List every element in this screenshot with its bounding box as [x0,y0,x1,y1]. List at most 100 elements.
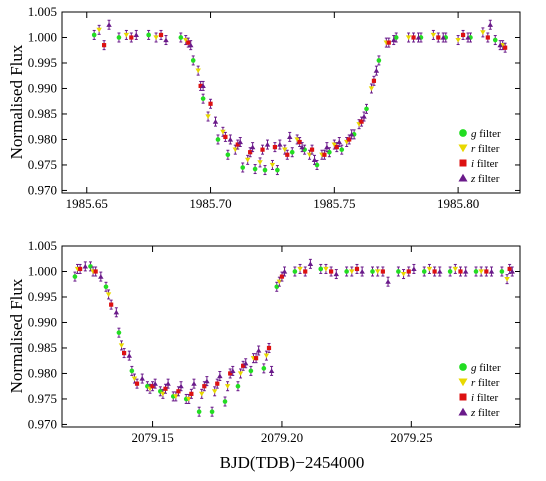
top-point-r [331,142,338,148]
top-ytick-label: 0.985 [28,106,57,121]
top-point-r [183,37,189,43]
top-point-g [190,58,196,63]
bottom-point-z [217,373,223,379]
top-point-z [106,22,112,27]
top-point-i [460,32,466,38]
top-point-r [430,32,437,38]
top-point-g [146,32,151,38]
bottom-legend-marker-z [458,407,468,416]
bottom-legend-filter-letter: z [470,407,476,419]
bottom-point-i [329,269,334,274]
top-point-z [391,37,397,43]
bottom-point-g [344,269,349,274]
top-xtick-label: 1985.65 [66,196,108,211]
bottom-legend-label-g: g filter [471,362,501,374]
top-point-i [386,40,391,45]
bottom-point-z [165,381,171,386]
top-point-i [223,134,228,140]
bottom-point-i [189,391,194,396]
top-ytick-label: 1.000 [28,29,57,44]
bottom-point-g [447,269,453,274]
bottom-point-z [437,268,443,274]
bottom-data-marks [72,258,515,417]
bottom-ytick-label: 0.975 [28,391,57,406]
top-point-r [269,162,276,168]
top-point-r [480,30,486,35]
bottom-point-i [380,269,385,274]
top-point-g [314,162,320,168]
top-point-r [499,43,506,48]
bottom-point-z [191,381,197,386]
bottom-point-i [202,384,207,389]
bottom-point-g [196,409,202,415]
bottom-point-i [458,269,463,274]
bottom-legend-marker-g [459,363,467,371]
bottom-legend-label-z: z filter [470,407,500,419]
bottom-point-g [473,269,479,274]
bottom-ytick-label: 1.000 [28,263,57,278]
top-xtick-label: 1985.70 [189,196,231,211]
top-legend-filter-word: filter [475,173,499,185]
bottom-point-g [88,264,93,269]
top-ytick-label: 1.005 [28,4,57,19]
top-point-z [237,139,243,145]
bottom-ytick-label: 0.990 [28,314,57,329]
bottom-point-i [354,266,360,272]
top-point-i [411,35,416,40]
top-point-r [244,157,251,163]
top-xtick-label: 1985.80 [437,196,479,211]
bottom-legend-marker-r [458,378,468,387]
bottom-plot-frame [61,245,521,428]
bottom-ytick-label: 0.995 [28,289,57,304]
top-point-g [200,96,206,101]
top-point-i [260,147,265,152]
bottom-point-r [263,353,270,359]
top-point-z [311,157,318,162]
bottom-point-r [323,266,329,272]
top-point-r [153,35,159,41]
bottom-point-g [72,274,78,279]
top-point-z [336,139,343,145]
top-point-r [220,129,226,135]
top-point-i [158,32,164,38]
bottom-point-g [421,269,427,274]
top-point-i [285,152,290,157]
bottom-ytick-label: 0.970 [28,416,57,431]
top-point-z [287,134,293,140]
top-point-g [252,166,258,172]
top-point-i [485,35,490,40]
top-point-g [275,167,280,173]
bottom-point-r [198,391,205,397]
top-point-g [178,35,184,40]
top-point-g [215,137,221,142]
top-point-r [306,152,313,158]
bottom-point-g [209,409,215,415]
top-ytick-label: 0.975 [28,157,57,172]
top-point-g [240,165,246,170]
top-panel: 0.970 0.975 0.980 0.985 0.990 0.995 1.000 1.005… [7,4,521,211]
top-point-r [195,68,201,74]
top-point-g [339,147,345,152]
bottom-point-i [215,381,220,386]
bottom-point-z [113,309,120,315]
top-point-r [282,147,288,153]
top-legend-filter-word: filter [475,143,499,155]
bottom-point-i [150,384,155,389]
bottom-point-r [426,266,433,272]
top-point-z [324,144,330,150]
top-point-r [96,27,102,33]
top-point-z [440,34,446,40]
bottom-point-i [432,269,437,274]
bottom-legend-filter-word: filter [477,362,501,374]
top-point-i [248,150,253,155]
top-point-z [227,136,234,142]
bottom-point-i [253,356,259,361]
top-ytick-label: 0.970 [28,182,57,197]
bottom-point-g [274,284,280,290]
top-ytick-label: 0.990 [28,80,57,95]
top-point-r [205,114,211,120]
top-legend-filter-word: filter [477,128,501,140]
bottom-point-z [98,274,104,279]
bottom-axis-ticks: 0.970 0.975 0.980 0.985 0.990 0.995 1.000 1.005… [28,238,520,445]
